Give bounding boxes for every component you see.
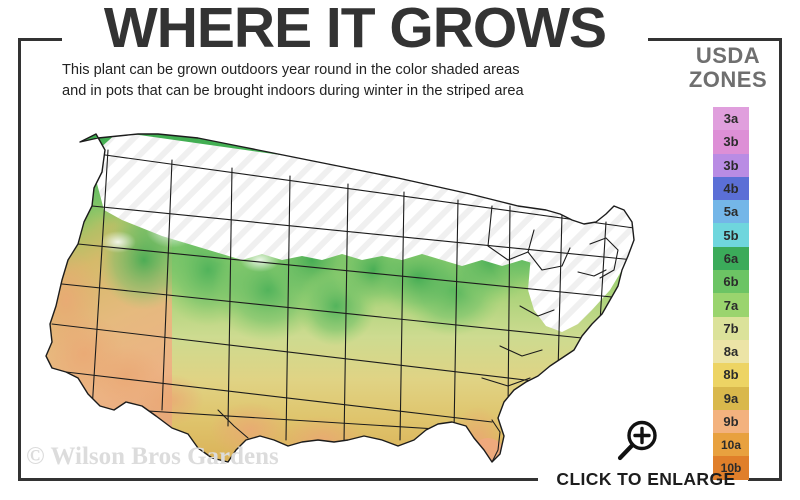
frame-border-top-right bbox=[648, 38, 782, 41]
map-body bbox=[45, 133, 635, 463]
magnifier-plus-icon[interactable] bbox=[615, 418, 661, 464]
legend-swatch-7b-9: 7b bbox=[713, 316, 749, 340]
subtitle-line-1: This plant can be grown outdoors year ro… bbox=[62, 62, 520, 78]
hardiness-zone-map[interactable] bbox=[22, 110, 672, 470]
legend-heading-line-1: USDA bbox=[695, 43, 761, 68]
click-to-enlarge-label[interactable]: CLICK TO ENLARGE bbox=[556, 469, 736, 489]
frame-border-left bbox=[18, 38, 21, 481]
frame-border-bottom-right bbox=[748, 478, 782, 481]
state-borders bbox=[51, 149, 634, 462]
page-title: WHERE IT GROWS bbox=[103, 0, 607, 60]
legend-swatch-9b-13: 9b bbox=[713, 409, 749, 434]
legend-swatch-8b-11: 8b bbox=[713, 363, 749, 387]
national-outline bbox=[45, 133, 635, 463]
legend-swatch-3b-2: 3b bbox=[713, 153, 749, 177]
watermark-copyright: © Wilson Bros Gardens bbox=[26, 443, 279, 470]
legend-swatch-5a-4: 5a bbox=[713, 200, 749, 224]
legend-swatch-6a-6: 6a bbox=[713, 246, 749, 271]
legend-heading: USDA ZONES bbox=[676, 44, 780, 92]
legend-swatch-9a-12: 9a bbox=[713, 386, 749, 410]
legend-swatch-4b-3: 4b bbox=[713, 176, 749, 201]
legend-swatch-3a-0: 3a bbox=[713, 107, 749, 131]
legend-swatch-7a-8: 7a bbox=[713, 293, 749, 317]
legend-swatch-5b-5: 5b bbox=[713, 223, 749, 247]
frame-border-right bbox=[779, 38, 782, 481]
subtitle-text: This plant can be grown outdoors year ro… bbox=[62, 60, 622, 102]
usda-zone-legend: 3a 3b 3b 4b 5a 5b 6a 6b 7a 7b 8a 8b 9a 9b 10a 10b bbox=[713, 107, 749, 480]
frame-border-top-left bbox=[18, 38, 62, 41]
frame-border-bottom-left bbox=[18, 478, 538, 481]
legend-swatch-6b-7: 6b bbox=[713, 270, 749, 294]
legend-swatch-10b-15: 10b bbox=[713, 456, 749, 480]
legend-heading-line-2: ZONES bbox=[688, 67, 768, 92]
subtitle-line-2: and in pots that can be brought indoors … bbox=[62, 83, 524, 99]
legend-swatch-10a-14: 10a bbox=[713, 433, 749, 457]
legend-swatch-3b-1: 3b bbox=[713, 130, 749, 154]
legend-swatch-8a-10: 8a bbox=[713, 339, 749, 364]
